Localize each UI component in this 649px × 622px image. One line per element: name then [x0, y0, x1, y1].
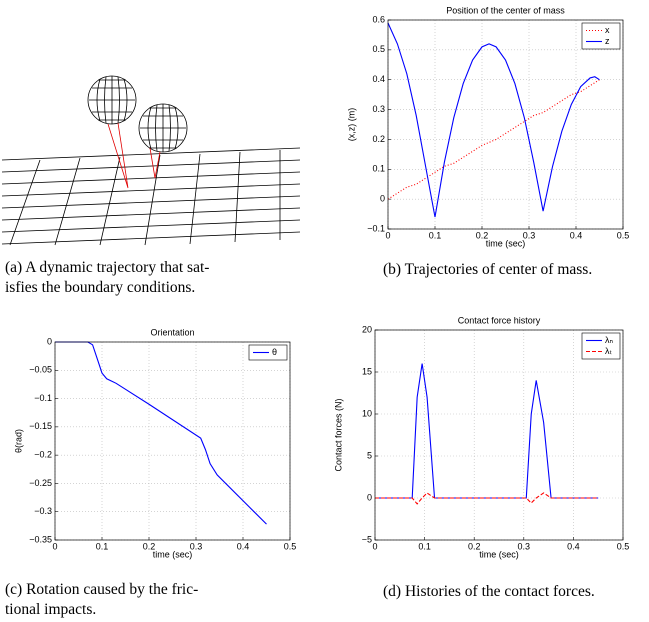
caption-line: (d) Histories of the contact forces. — [383, 583, 595, 600]
y-tick-label: −5 — [362, 534, 372, 544]
legend-label: θ — [272, 347, 277, 357]
x-axis-label: time (sec) — [153, 549, 193, 559]
legend-box — [581, 22, 621, 50]
caption-line: (c) Rotation caused by the fric- — [5, 581, 199, 598]
x-tick-label: 0.4 — [567, 541, 580, 551]
x-tick-label: 0.3 — [190, 541, 203, 551]
legend-label: z — [605, 36, 610, 46]
y-tick-label: −0.1 — [34, 393, 52, 403]
plot-area — [375, 330, 623, 540]
series-line — [375, 492, 599, 505]
x-tick-label: 0 — [385, 230, 390, 240]
x-axis-label: time (sec) — [486, 238, 526, 248]
x-tick-label: 0.1 — [418, 541, 431, 551]
y-tick-label: 0.6 — [372, 14, 385, 24]
y-axis-label: (x,z) (m) — [346, 108, 356, 142]
y-tick-label: −0.35 — [29, 534, 52, 544]
plot-area — [55, 342, 290, 540]
y-tick-label: −0.2 — [34, 450, 52, 460]
y-tick-label: 20 — [362, 324, 372, 334]
x-tick-label: 0.1 — [429, 230, 442, 240]
legend-label: λₙ — [605, 335, 614, 345]
y-tick-label: −0.05 — [29, 365, 52, 375]
y-tick-label: −0.3 — [34, 506, 52, 516]
x-tick-label: 0.2 — [143, 541, 156, 551]
y-tick-label: 0.1 — [372, 164, 385, 174]
caption: (b) Trajectories of center of mass. — [383, 260, 592, 280]
y-tick-label: 0.4 — [372, 74, 385, 84]
x-tick-label: 0.4 — [237, 541, 250, 551]
x-tick-label: 0.1 — [96, 541, 109, 551]
caption: (c) Rotation caused by the fric-tional i… — [5, 580, 198, 620]
caption-line: (a) A dynamic trajectory that sat- — [5, 259, 210, 276]
x-tick-label: 0.2 — [468, 541, 481, 551]
y-tick-label: 0 — [367, 492, 372, 502]
caption-line: (b) Trajectories of center of mass. — [383, 261, 593, 278]
trajectory-drawing — [1, 75, 301, 246]
y-tick-label: 10 — [362, 408, 372, 418]
caption: (a) A dynamic trajectory that sat-isfies… — [5, 258, 209, 298]
series-line — [387, 22, 600, 218]
axes-box — [387, 19, 624, 230]
y-tick-label: −0.15 — [29, 421, 52, 431]
caption-line: tional impacts. — [5, 601, 97, 618]
y-tick-label: −0.1 — [367, 223, 385, 233]
x-tick-label: 0.3 — [523, 230, 536, 240]
axes-box — [54, 341, 291, 541]
y-tick-label: 5 — [367, 450, 372, 460]
y-axis-label: θ(rad) — [13, 429, 23, 453]
x-tick-label: 0 — [52, 541, 57, 551]
x-axis-label: time (sec) — [479, 549, 519, 559]
axes-box — [374, 329, 624, 541]
y-tick-label: 0.5 — [372, 44, 385, 54]
x-tick-label: 0.4 — [570, 230, 583, 240]
x-tick-label: 0.5 — [617, 230, 630, 240]
caption-line: isfies the boundary conditions. — [5, 279, 196, 296]
x-tick-label: 0.2 — [476, 230, 489, 240]
x-tick-label: 0.3 — [518, 541, 531, 551]
chart-title: Position of the center of mass — [446, 5, 565, 15]
y-tick-label: 15 — [362, 366, 372, 376]
y-tick-label: 0.2 — [372, 134, 385, 144]
series-line — [55, 341, 267, 525]
y-tick-label: −0.25 — [29, 478, 52, 488]
legend-label: x — [605, 25, 610, 35]
y-tick-label: 0.3 — [372, 104, 385, 114]
y-tick-label: 0 — [47, 336, 52, 346]
x-tick-label: 0.5 — [617, 541, 630, 551]
legend-box — [581, 332, 621, 360]
chart-title: Orientation — [150, 327, 194, 337]
chart-title: Contact force history — [458, 315, 541, 325]
y-tick-label: 0 — [380, 194, 385, 204]
caption: (d) Histories of the contact forces. — [383, 582, 595, 602]
legend-label: λₜ — [605, 346, 613, 356]
plot-area — [388, 20, 623, 229]
y-axis-label: Contact forces (N) — [333, 398, 343, 471]
x-tick-label: 0.5 — [284, 541, 297, 551]
x-tick-label: 0 — [372, 541, 377, 551]
